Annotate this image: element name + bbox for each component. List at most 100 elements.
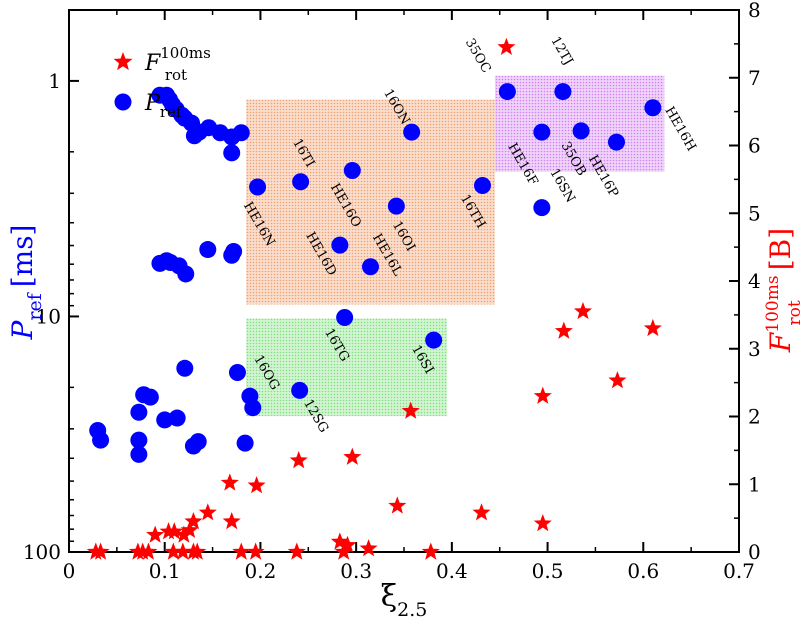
frot-point — [91, 542, 110, 560]
frot-point — [338, 535, 357, 553]
frot-point — [573, 301, 593, 320]
pref-series — [89, 83, 662, 463]
y-right-tick-label: 1 — [748, 472, 761, 496]
pref-point — [473, 176, 491, 194]
x-tick-label: 0 — [63, 559, 76, 583]
pref-point — [362, 258, 379, 276]
frot-point — [174, 525, 193, 543]
y-right-tick-label: 7 — [748, 66, 761, 90]
pref-point — [644, 99, 662, 117]
frot-point — [198, 503, 217, 521]
frot-point — [330, 532, 349, 550]
pref-point — [336, 308, 354, 326]
pref-point — [130, 403, 148, 421]
y-right-tick-label: 0 — [748, 540, 761, 564]
pref-point-label: 12TJ — [547, 34, 575, 68]
pref-point — [403, 123, 421, 141]
y-right-tick-label: 2 — [748, 405, 761, 429]
legend-label-pref: Pref — [144, 91, 183, 121]
y-left-tick-label: 1 — [48, 69, 61, 93]
y-left-axis-title: Pref[ms] — [6, 225, 46, 341]
pref-point — [533, 199, 551, 217]
y-right-axis-title: F100ms rot[B] — [763, 228, 805, 353]
frot-point — [554, 321, 573, 339]
frot-point — [643, 318, 662, 337]
frot-point — [401, 401, 420, 419]
pref-point — [177, 265, 195, 283]
pref-point — [291, 381, 309, 399]
pref-point — [141, 388, 159, 406]
frot-point — [421, 542, 440, 560]
pref-point-label: 35OC — [462, 36, 494, 76]
frot-point — [289, 451, 308, 469]
pref-point — [130, 445, 148, 463]
y-right-tick-label: 3 — [748, 337, 761, 361]
frot-point — [188, 542, 207, 560]
y-left-tick-label: 100 — [23, 540, 61, 564]
pref-point — [343, 161, 361, 179]
frot-point — [497, 37, 516, 55]
pref-point — [199, 241, 217, 259]
frot-point — [533, 514, 552, 532]
pref-point — [533, 123, 551, 141]
pref-point — [554, 83, 572, 101]
frot-point — [180, 520, 199, 539]
pref-point-label: HE16H — [661, 104, 698, 154]
pref-point — [249, 178, 267, 196]
x-axis-title: ξ2.5 — [381, 579, 428, 621]
x-tick-label: 0.4 — [436, 559, 468, 583]
frot-point — [608, 371, 627, 389]
frot-point — [220, 473, 239, 491]
pref-point — [225, 243, 243, 261]
pref-point — [425, 331, 443, 349]
y-right-tick-label: 4 — [748, 269, 761, 293]
green-region — [246, 318, 448, 417]
y-right-tick-label: 6 — [748, 134, 761, 158]
pref-point — [232, 124, 250, 142]
y-left-tick-label: 10 — [36, 304, 61, 328]
frot-point — [184, 512, 203, 530]
pref-point — [498, 83, 516, 101]
frot-point — [146, 525, 165, 543]
legend: F100ms rot Pref — [113, 44, 211, 121]
frot-point — [359, 539, 378, 557]
frot-point — [388, 496, 407, 514]
legend-pref-marker — [114, 93, 132, 111]
pref-point — [223, 144, 241, 162]
frot-point — [232, 542, 251, 560]
pref-point — [189, 433, 207, 451]
frot-point — [334, 542, 353, 560]
frot-point — [472, 503, 491, 521]
frot-point — [246, 542, 265, 560]
pref-point — [607, 133, 625, 151]
y-right-tick-label: 8 — [748, 0, 761, 22]
pref-point — [92, 431, 110, 449]
pref-point — [331, 236, 349, 254]
axis-titles: ξ2.5 Pref[ms] F100ms rot[B] — [6, 225, 805, 621]
x-tick-label: 0.3 — [340, 559, 372, 583]
frot-point — [173, 542, 192, 560]
frot-point — [165, 522, 184, 540]
pref-point — [572, 122, 590, 140]
frot-point — [533, 386, 552, 404]
x-tick-label: 0.6 — [627, 559, 659, 583]
pref-point — [156, 411, 174, 429]
pref-point — [168, 409, 186, 427]
x-tick-label: 0.7 — [723, 559, 755, 583]
y-right-tick-label: 5 — [748, 201, 761, 225]
x-tick-label: 0.5 — [532, 559, 564, 583]
x-tick-label: 0.1 — [149, 559, 181, 583]
frot-point — [247, 476, 266, 494]
legend-label-frot: F100ms rot — [144, 44, 211, 84]
x-tick-label: 0.2 — [245, 559, 277, 583]
frot-series — [86, 37, 662, 560]
pref-point — [241, 387, 259, 405]
frot-point — [287, 542, 306, 560]
pref-point — [130, 431, 148, 449]
frot-point — [222, 512, 241, 530]
pref-point — [228, 364, 246, 382]
pref-point — [236, 434, 254, 452]
frot-point — [139, 542, 158, 560]
